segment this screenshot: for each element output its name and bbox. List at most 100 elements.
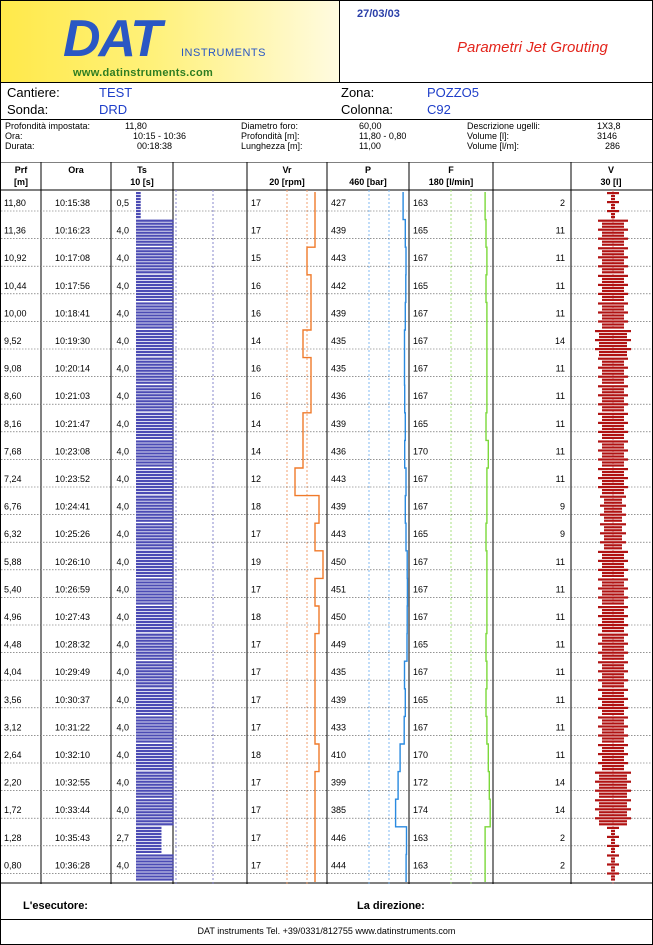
ts-bar [136, 271, 174, 274]
ts-bar [136, 403, 174, 406]
row-vr-value: 14 [251, 336, 261, 346]
v-bar [595, 348, 631, 351]
v-bar [595, 808, 631, 811]
v-bar [611, 838, 615, 841]
ts-bar [136, 369, 174, 372]
v-bar [604, 526, 622, 529]
row-p-value: 450 [331, 612, 346, 622]
v-bar [602, 750, 624, 753]
row-v-value: 11 [556, 253, 565, 263]
site-info: Cantiere: TEST Sonda: DRD Zona: POZZO5 C… [1, 83, 652, 120]
ts-bar [136, 771, 174, 774]
v-bar [607, 863, 619, 866]
volume-per-m-value: 286 [605, 141, 621, 151]
v-bar [598, 716, 628, 719]
ts-bar [136, 802, 174, 805]
v-bar [602, 609, 624, 612]
lunghezza-value: 11,00 [359, 141, 381, 151]
row-f-value: 163 [413, 198, 428, 208]
row-p-value: 439 [331, 226, 346, 236]
ts-bar [136, 832, 162, 835]
ts-bar [136, 829, 162, 832]
ts-bar [136, 345, 174, 348]
ts-bar [136, 541, 174, 544]
report-date: 27/03/03 [357, 8, 400, 20]
volume-label: Volume [l]: [467, 131, 510, 141]
v-bar [598, 615, 628, 618]
ts-bar [136, 759, 174, 762]
row-vr-value: 16 [251, 308, 261, 318]
ts-bar [136, 590, 174, 593]
ts-bar [136, 311, 174, 314]
row-time: 10:32:10 [55, 750, 90, 760]
ts-bar [136, 627, 174, 630]
v-bar [602, 363, 624, 366]
ts-bar [136, 443, 174, 446]
ts-bar [136, 265, 174, 268]
v-bar [598, 228, 628, 231]
v-bar [602, 286, 624, 289]
row-f-value: 167 [413, 584, 428, 594]
row-vr-value: 14 [251, 446, 261, 456]
ts-bar [136, 762, 174, 765]
ts-bar [136, 854, 174, 857]
ts-bar [136, 664, 174, 667]
ts-bar [136, 253, 174, 256]
ts-bar [136, 516, 174, 519]
v-bar [598, 670, 628, 673]
v-bar [602, 317, 624, 320]
report-header: DAT INSTRUMENTS www.datinstruments.com 2… [1, 1, 652, 83]
row-v-value: 2 [560, 833, 565, 843]
ts-bar [136, 523, 174, 526]
v-bar [602, 326, 624, 329]
ts-bar [136, 501, 174, 504]
v-bar [602, 483, 624, 486]
v-bar [595, 799, 631, 802]
v-bar [611, 857, 615, 860]
row-p-value: 436 [331, 391, 346, 401]
ts-bar [136, 192, 141, 195]
esecutore-label: L'esecutore: [23, 900, 88, 912]
v-bar [598, 477, 628, 480]
v-bar [611, 195, 615, 198]
ts-bar [136, 679, 174, 682]
row-v-value: 11 [556, 226, 565, 236]
ts-bar [136, 783, 174, 786]
v-bar [602, 694, 624, 697]
ts-bar [136, 661, 174, 664]
v-bar [598, 633, 628, 636]
v-bar [602, 446, 624, 449]
v-bar [602, 418, 624, 421]
row-ts-value: 0,5 [116, 198, 129, 208]
v-bar [602, 480, 624, 483]
v-bar [602, 673, 624, 676]
ts-bar [136, 869, 174, 872]
row-v-value: 11 [556, 281, 565, 291]
row-f-value: 163 [413, 833, 428, 843]
v-bar [598, 559, 628, 562]
row-depth: 8,60 [4, 391, 22, 401]
row-vr-value: 17 [251, 584, 261, 594]
v-bar [602, 657, 624, 660]
v-bar [607, 201, 619, 204]
ts-bar [136, 777, 174, 780]
row-depth: 5,88 [4, 557, 22, 567]
ts-bar [136, 210, 141, 213]
profondita-value: 11,80 - 0,80 [359, 131, 407, 141]
ts-bar [136, 342, 174, 345]
v-bar [602, 461, 624, 464]
ts-bar [136, 756, 174, 759]
v-bar [599, 792, 627, 795]
ts-bar [136, 565, 174, 568]
row-depth: 4,48 [4, 640, 22, 650]
v-bar [604, 498, 622, 501]
v-bar [602, 630, 624, 633]
row-ts-value: 4,0 [116, 253, 129, 263]
v-bar [611, 860, 615, 863]
v-bar [602, 731, 624, 734]
v-bar [602, 740, 624, 743]
v-bar [598, 688, 628, 691]
row-p-value: 433 [331, 722, 346, 732]
ts-bar [136, 823, 174, 826]
row-time: 10:17:08 [55, 253, 90, 263]
